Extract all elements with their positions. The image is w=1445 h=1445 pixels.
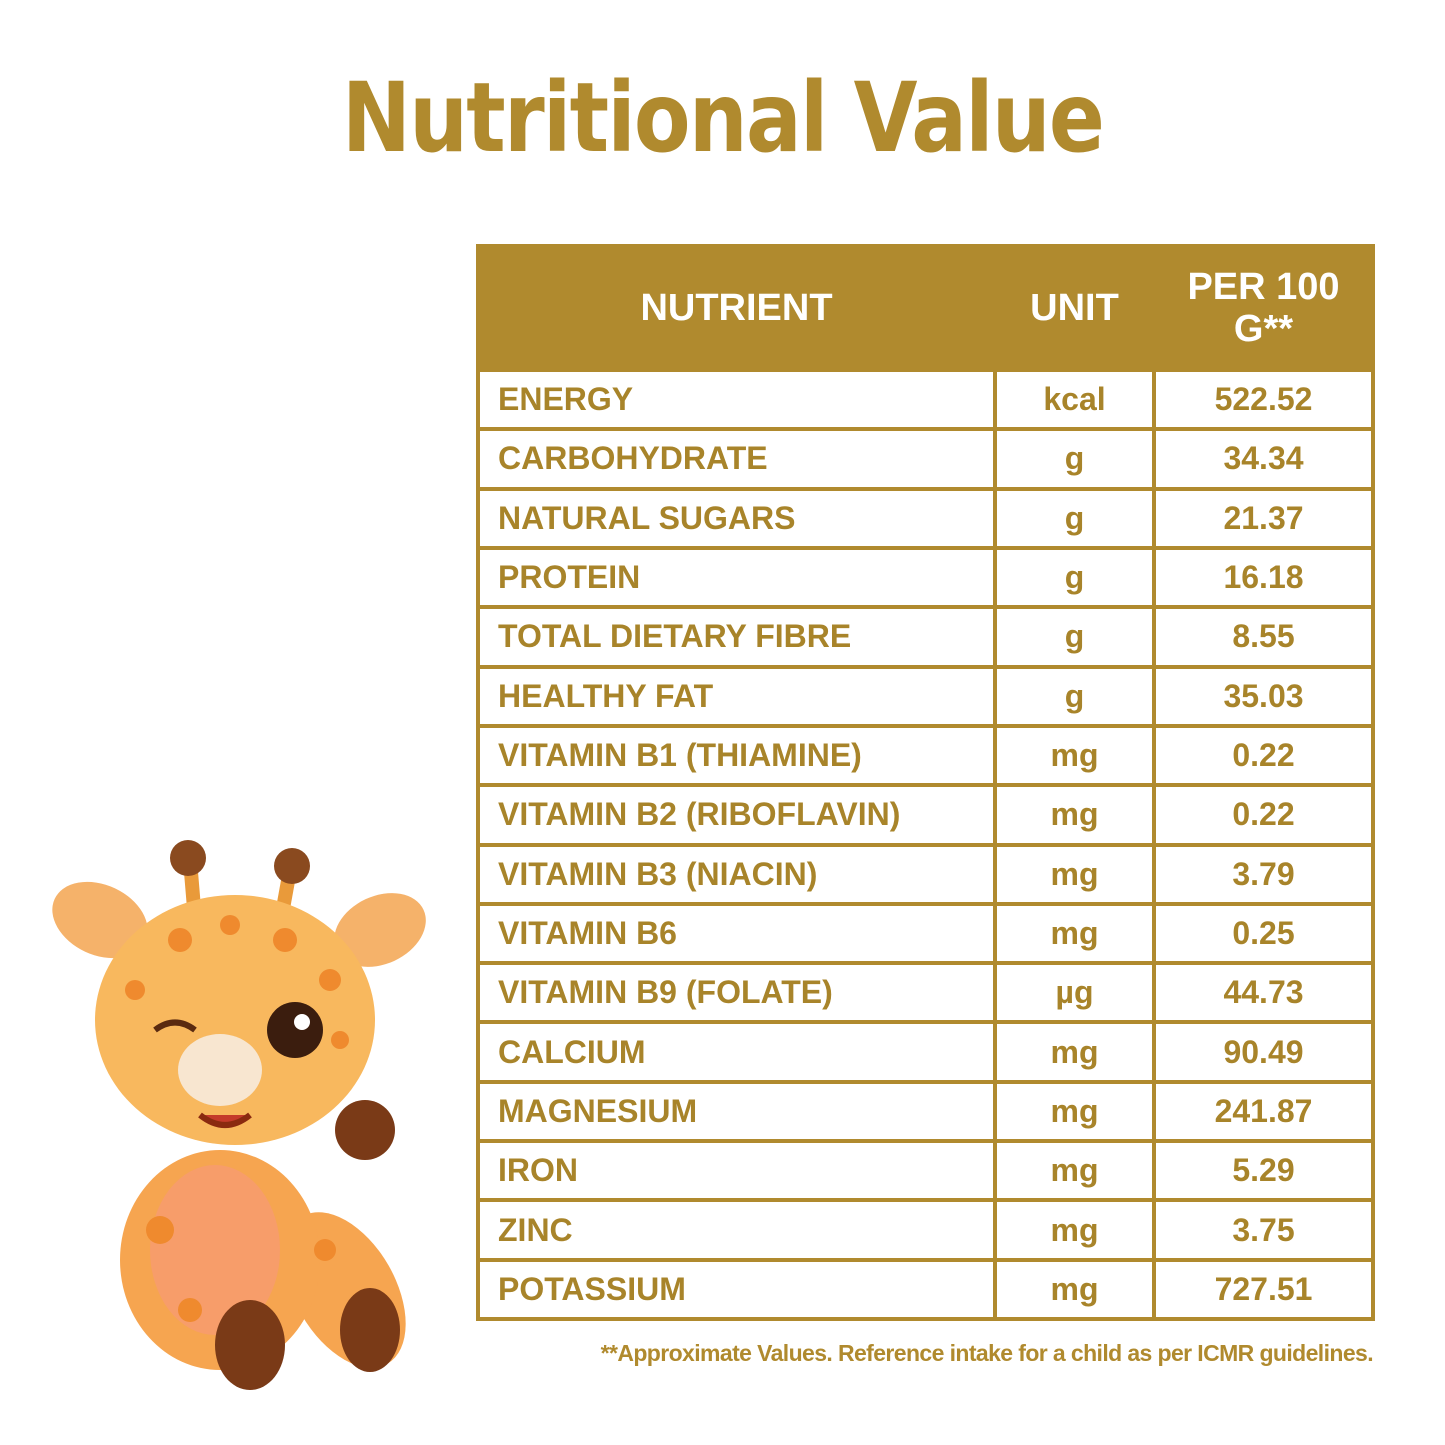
header-cell: NUTRIENT [480, 248, 993, 368]
nutrient-name: ENERGY [480, 372, 993, 428]
unit: g [997, 549, 1152, 606]
amount: 34.34 [1156, 431, 1371, 487]
table-row: VITAMIN B9 (FOLATE) µg 44.73 [480, 965, 1371, 1021]
unit: mg [997, 787, 1152, 843]
unit: mg [997, 1083, 1152, 1140]
table-row: ZINC mg 3.75 [480, 1202, 1371, 1258]
amount: 44.73 [1156, 965, 1371, 1021]
amount: 5.29 [1156, 1143, 1371, 1199]
nutrient-name: CALCIUM [480, 1024, 993, 1080]
nutrient-name: VITAMIN B6 [480, 905, 993, 962]
unit: mg [997, 1261, 1152, 1317]
nutrient-name: TOTAL DIETARY FIBRE [480, 609, 993, 665]
amount: 90.49 [1156, 1024, 1371, 1080]
amount: 241.87 [1156, 1083, 1371, 1140]
nutrient-name: IRON [480, 1143, 993, 1199]
header-cell: UNIT [997, 248, 1152, 368]
nutrient-name: NATURAL SUGARS [480, 490, 993, 546]
nutrient-name: HEALTHY FAT [480, 668, 993, 724]
table-row: VITAMIN B3 (NIACIN) mg 3.79 [480, 846, 1371, 902]
unit: g [997, 609, 1152, 665]
giraffe-illustration [52, 840, 426, 1390]
unit: µg [997, 965, 1152, 1021]
amount: 0.22 [1156, 727, 1371, 784]
amount: 3.79 [1156, 846, 1371, 902]
unit: mg [997, 1202, 1152, 1258]
amount: 21.37 [1156, 490, 1371, 546]
unit: mg [997, 727, 1152, 784]
amount: 0.25 [1156, 905, 1371, 962]
amount: 35.03 [1156, 668, 1371, 724]
unit: kcal [997, 372, 1152, 428]
title: Nutritional Value [341, 62, 1105, 174]
amount: 522.52 [1156, 372, 1371, 428]
nutrient-name: MAGNESIUM [480, 1083, 993, 1140]
unit: mg [997, 1024, 1152, 1080]
table-row: HEALTHY FAT g 35.03 [480, 668, 1371, 724]
unit: g [997, 668, 1152, 724]
header-cell: PER 100 G** [1156, 248, 1371, 368]
header-row: NUTRIENT UNIT PER 100 G** [480, 248, 1371, 368]
table-row: NATURAL SUGARS g 21.37 [480, 490, 1371, 546]
table-row: VITAMIN B1 (THIAMINE) mg 0.22 [480, 727, 1371, 784]
table-row: IRON mg 5.29 [480, 1143, 1371, 1199]
table-row: TOTAL DIETARY FIBRE g 8.55 [480, 609, 1371, 665]
table-row: ENERGY kcal 522.52 [480, 372, 1371, 428]
amount: 727.51 [1156, 1261, 1371, 1317]
nutrient-name: PROTEIN [480, 549, 993, 606]
unit: mg [997, 846, 1152, 902]
footnote: **Approximate Values. Reference intake f… [600, 1340, 1374, 1366]
amount: 3.75 [1156, 1202, 1371, 1258]
table-row: POTASSIUM mg 727.51 [480, 1261, 1371, 1317]
unit: mg [997, 905, 1152, 962]
nutrient-name: ZINC [480, 1202, 993, 1258]
table-row: MAGNESIUM mg 241.87 [480, 1083, 1371, 1140]
unit: g [997, 431, 1152, 487]
nutrient-name: CARBOHYDRATE [480, 431, 993, 487]
nutrient-name: POTASSIUM [480, 1261, 993, 1317]
amount: 16.18 [1156, 549, 1371, 606]
table-row: VITAMIN B2 (RIBOFLAVIN) mg 0.22 [480, 787, 1371, 843]
table-row: PROTEIN g 16.18 [480, 549, 1371, 606]
amount: 8.55 [1156, 609, 1371, 665]
nutrient-name: VITAMIN B3 (NIACIN) [480, 846, 993, 902]
nutrient-name: VITAMIN B9 (FOLATE) [480, 965, 993, 1021]
nutrition-table: NUTRIENT UNIT PER 100 G** ENERGY kcal 522.… [476, 244, 1375, 1321]
unit: g [997, 490, 1152, 546]
unit: mg [997, 1143, 1152, 1199]
amount: 0.22 [1156, 787, 1371, 843]
nutrient-name: VITAMIN B1 (THIAMINE) [480, 727, 993, 784]
nutrient-name: VITAMIN B2 (RIBOFLAVIN) [480, 787, 993, 843]
table-row: CARBOHYDRATE g 34.34 [480, 431, 1371, 487]
table-row: VITAMIN B6 mg 0.25 [480, 905, 1371, 962]
table-row: CALCIUM mg 90.49 [480, 1024, 1371, 1080]
